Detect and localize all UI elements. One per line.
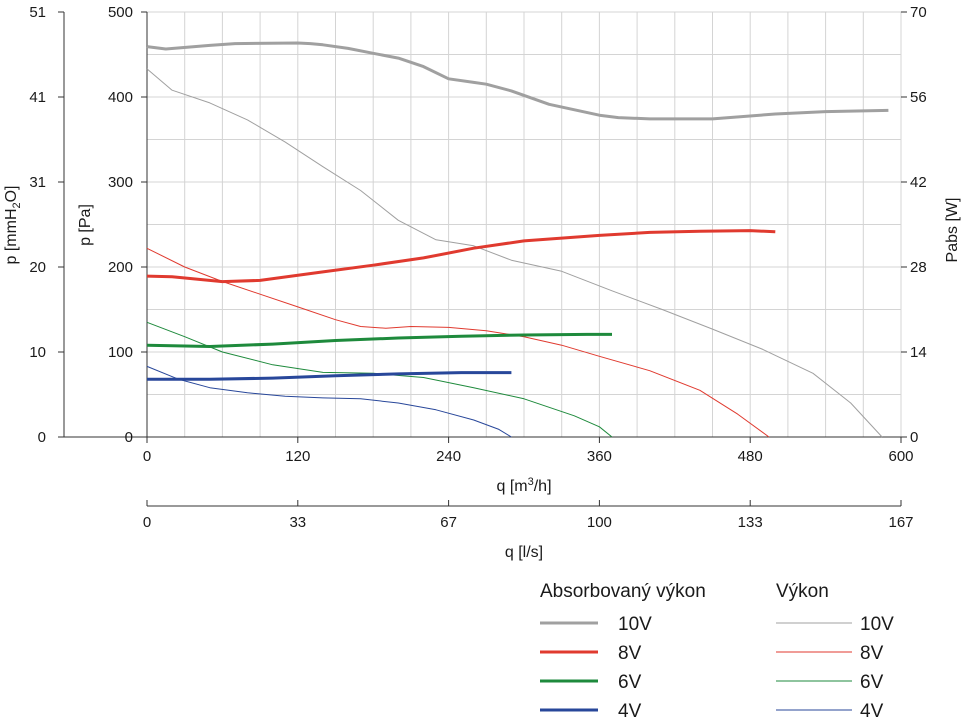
- absorbed-power-line-4V: [147, 371, 512, 381]
- performance-line-4V: [146, 365, 512, 438]
- y-pa-tick-label: 200: [108, 259, 133, 276]
- axes: [58, 11, 907, 507]
- x-tick-label: 360: [587, 448, 612, 465]
- legend-label-absorbed-6V: 6V: [618, 672, 642, 693]
- y-right-tick-label: 70: [910, 4, 927, 21]
- y-pa-tick-label: 400: [108, 89, 133, 106]
- x2-axis-title: q [l/s]: [505, 544, 543, 561]
- legend-label-absorbed-4V: 4V: [618, 701, 642, 721]
- y-right-tick-label: 42: [910, 174, 927, 191]
- y-mmh2o-tick-label: 10: [29, 344, 46, 361]
- x2-tick-label: 167: [888, 514, 913, 531]
- series-lines: [146, 41, 889, 438]
- absorbed-power-line-10V: [146, 41, 889, 121]
- y-mmh2o-tick-label: 31: [29, 174, 46, 191]
- y-mmh2o-tick-label: 41: [29, 89, 46, 106]
- legend-label-performance-10V: 10V: [860, 614, 894, 635]
- y-right-tick-label: 28: [910, 259, 927, 276]
- y-mmh2o-axis-title: p [mmH2O]: [3, 185, 23, 264]
- y-mmh2o-tick-label: 0: [38, 429, 46, 446]
- y-mmh2o-tick-label: 51: [29, 4, 46, 21]
- performance-line-6V: [146, 321, 613, 438]
- x2-tick-label: 67: [440, 514, 457, 531]
- legend-label-absorbed-8V: 8V: [618, 643, 642, 664]
- y-pa-tick-label: 300: [108, 174, 133, 191]
- legend-label-performance-6V: 6V: [860, 672, 884, 693]
- x2-tick-label: 0: [143, 514, 151, 531]
- x2-tick-label: 33: [289, 514, 306, 531]
- performance-line-8V: [146, 247, 770, 438]
- x-tick-label: 600: [888, 448, 913, 465]
- x-tick-label: 120: [285, 448, 310, 465]
- y-right-tick-label: 0: [910, 429, 918, 446]
- absorbed-power-line-8V: [146, 229, 776, 284]
- legend-label-performance-4V: 4V: [860, 701, 884, 721]
- legend: Absorbovaný výkon Výkon 10V 10V 8V 8V 6V 6V 4V 4V: [540, 581, 894, 721]
- absorbed-power-line-6V: [146, 332, 612, 348]
- y-right-axis-title: Pabs [W]: [944, 198, 961, 263]
- performance-line-10V: [146, 68, 883, 438]
- x-tick-label: 0: [143, 448, 151, 465]
- grid-lines: [147, 11, 902, 437]
- y-right-tick-label: 14: [910, 344, 927, 361]
- y-pa-tick-label: 0: [125, 429, 133, 446]
- x-axis-title: q [m3/h]: [496, 476, 551, 495]
- legend-label-absorbed-10V: 10V: [618, 614, 652, 635]
- tick-labels: 0 10 20 31 41 51 0 100 200 300 400 500 0 14 28 42 56 70 0 1…: [3, 4, 961, 561]
- x2-tick-label: 100: [587, 514, 612, 531]
- y-mmh2o-tick-label: 20: [29, 259, 46, 276]
- y-pa-axis-title: p [Pa]: [77, 204, 94, 246]
- x2-tick-label: 133: [738, 514, 763, 531]
- x-tick-label: 480: [738, 448, 763, 465]
- legend-title-absorbed-power: Absorbovaný výkon: [540, 581, 706, 602]
- legend-label-performance-8V: 8V: [860, 643, 884, 664]
- y-pa-tick-label: 100: [108, 344, 133, 361]
- x-tick-label: 240: [436, 448, 461, 465]
- y-pa-tick-label: 500: [108, 4, 133, 21]
- y-right-tick-label: 56: [910, 89, 927, 106]
- legend-title-performance: Výkon: [776, 581, 829, 602]
